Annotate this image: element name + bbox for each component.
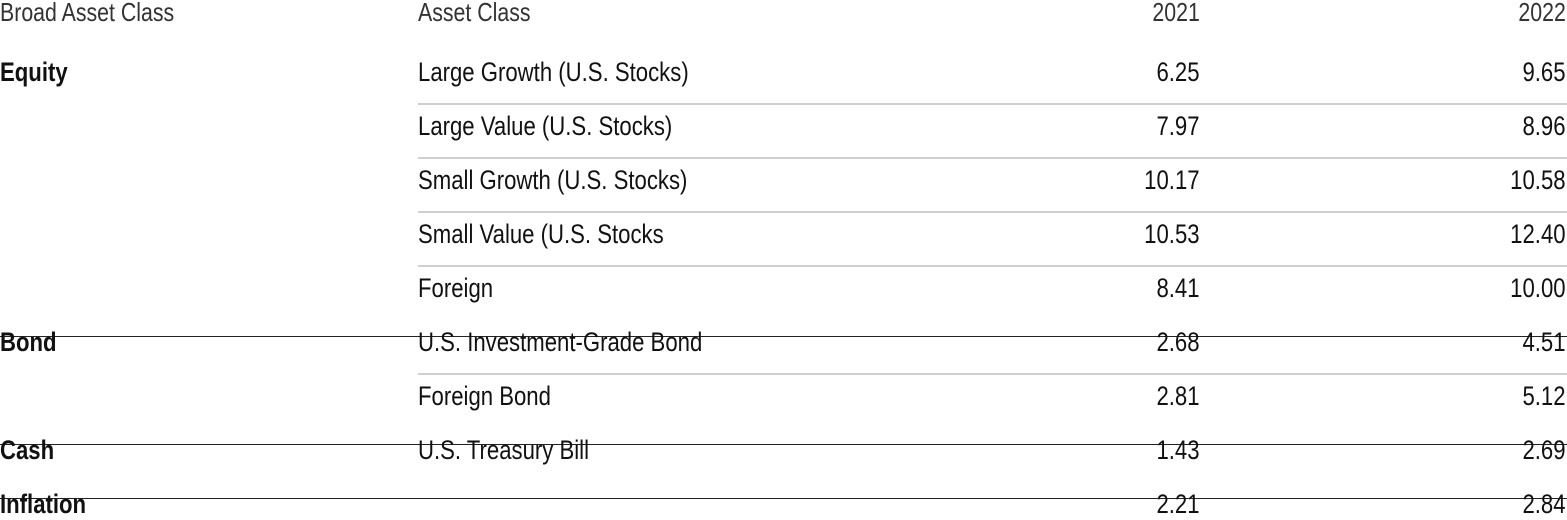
asset-class-text: Foreign Bond	[418, 381, 551, 411]
value-2022: 2.84	[1513, 489, 1566, 519]
value-2022-text: 2.69	[1522, 435, 1566, 465]
value-2021-text: 10.53	[1144, 219, 1200, 249]
broad-asset-class: Cash	[0, 435, 66, 465]
value-2021: 1.43	[1147, 435, 1200, 465]
value-2021-text: 10.17	[1144, 165, 1200, 195]
broad-asset-class: Inflation	[0, 489, 105, 519]
asset-class: U.S. Investment-Grade Bond	[418, 327, 765, 357]
value-2022-text: 9.65	[1522, 57, 1566, 87]
value-2021-text: 7.97	[1156, 111, 1200, 141]
header-text: Broad Asset Class	[0, 0, 175, 27]
value-2021: 7.97	[1147, 111, 1200, 141]
asset-class: Foreign	[418, 273, 510, 303]
asset-class-text: Foreign	[418, 273, 494, 303]
value-2022: 8.96	[1513, 111, 1566, 141]
value-2022: 2.69	[1513, 435, 1566, 465]
value-2021: 2.21	[1147, 489, 1200, 519]
value-2021-text: 2.21	[1156, 489, 1200, 519]
value-2022-text: 4.51	[1522, 327, 1566, 357]
broad-asset-class-text: Inflation	[0, 489, 87, 519]
broad-asset-class-text: Equity	[0, 57, 68, 87]
value-2022-text: 10.58	[1510, 165, 1566, 195]
asset-class-text: U.S. Investment-Grade Bond	[418, 327, 703, 357]
value-2022: 4.51	[1513, 327, 1566, 357]
row-divider	[418, 103, 1567, 105]
value-2021-text: 2.81	[1156, 381, 1200, 411]
asset-class: U.S. Treasury Bill	[418, 435, 627, 465]
asset-class: Foreign Bond	[418, 381, 580, 411]
value-2021: 10.17	[1132, 165, 1200, 195]
row-divider	[418, 211, 1567, 213]
value-2022: 9.65	[1513, 57, 1566, 87]
value-2021: 2.81	[1147, 381, 1200, 411]
asset-class: Large Value (U.S. Stocks)	[418, 111, 728, 141]
row-divider	[0, 498, 1567, 499]
value-2021: 8.41	[1147, 273, 1200, 303]
value-2022-text: 2.84	[1522, 489, 1566, 519]
row-divider	[418, 157, 1567, 159]
header-2021: 2021	[1142, 0, 1200, 27]
value-2022-text: 12.40	[1510, 219, 1566, 249]
row-divider	[418, 265, 1567, 267]
asset-class-text: U.S. Treasury Bill	[418, 435, 590, 465]
header-text: 2021	[1152, 0, 1200, 27]
asset-class: Large Growth (U.S. Stocks)	[418, 57, 748, 87]
broad-asset-class: Bond	[0, 327, 69, 357]
value-2022: 5.12	[1513, 381, 1566, 411]
header-2022: 2022	[1508, 0, 1566, 27]
value-2021-text: 2.68	[1156, 327, 1200, 357]
row-divider	[0, 444, 1567, 445]
value-2022: 10.58	[1498, 165, 1566, 195]
row-divider	[418, 373, 1567, 375]
value-2022-text: 8.96	[1522, 111, 1566, 141]
asset-class: Small Value (U.S. Stocks	[418, 219, 718, 249]
value-2022-text: 5.12	[1522, 381, 1566, 411]
value-2021: 10.53	[1132, 219, 1200, 249]
value-2021-text: 1.43	[1156, 435, 1200, 465]
value-2022: 10.00	[1498, 273, 1566, 303]
value-2022: 12.40	[1498, 219, 1566, 249]
broad-asset-class-text: Bond	[0, 327, 57, 357]
asset-class-text: Large Value (U.S. Stocks)	[418, 111, 673, 141]
row-divider	[0, 336, 1567, 337]
asset-class-text: Large Growth (U.S. Stocks)	[418, 57, 689, 87]
header-text: Asset Class	[418, 0, 531, 27]
header-text: 2022	[1518, 0, 1566, 27]
broad-asset-class-text: Cash	[0, 435, 55, 465]
broad-asset-class: Equity	[0, 57, 83, 87]
asset-class-text: Small Value (U.S. Stocks	[418, 219, 664, 249]
header-asset-class: Asset Class	[418, 0, 555, 27]
value-2021-text: 8.41	[1156, 273, 1200, 303]
value-2022-text: 10.00	[1510, 273, 1566, 303]
value-2021-text: 6.25	[1156, 57, 1200, 87]
value-2021: 2.68	[1147, 327, 1200, 357]
asset-class-text: Small Growth (U.S. Stocks)	[418, 165, 688, 195]
header-broad-asset-class: Broad Asset Class	[0, 0, 212, 27]
value-2021: 6.25	[1147, 57, 1200, 87]
asset-class: Small Growth (U.S. Stocks)	[418, 165, 747, 195]
